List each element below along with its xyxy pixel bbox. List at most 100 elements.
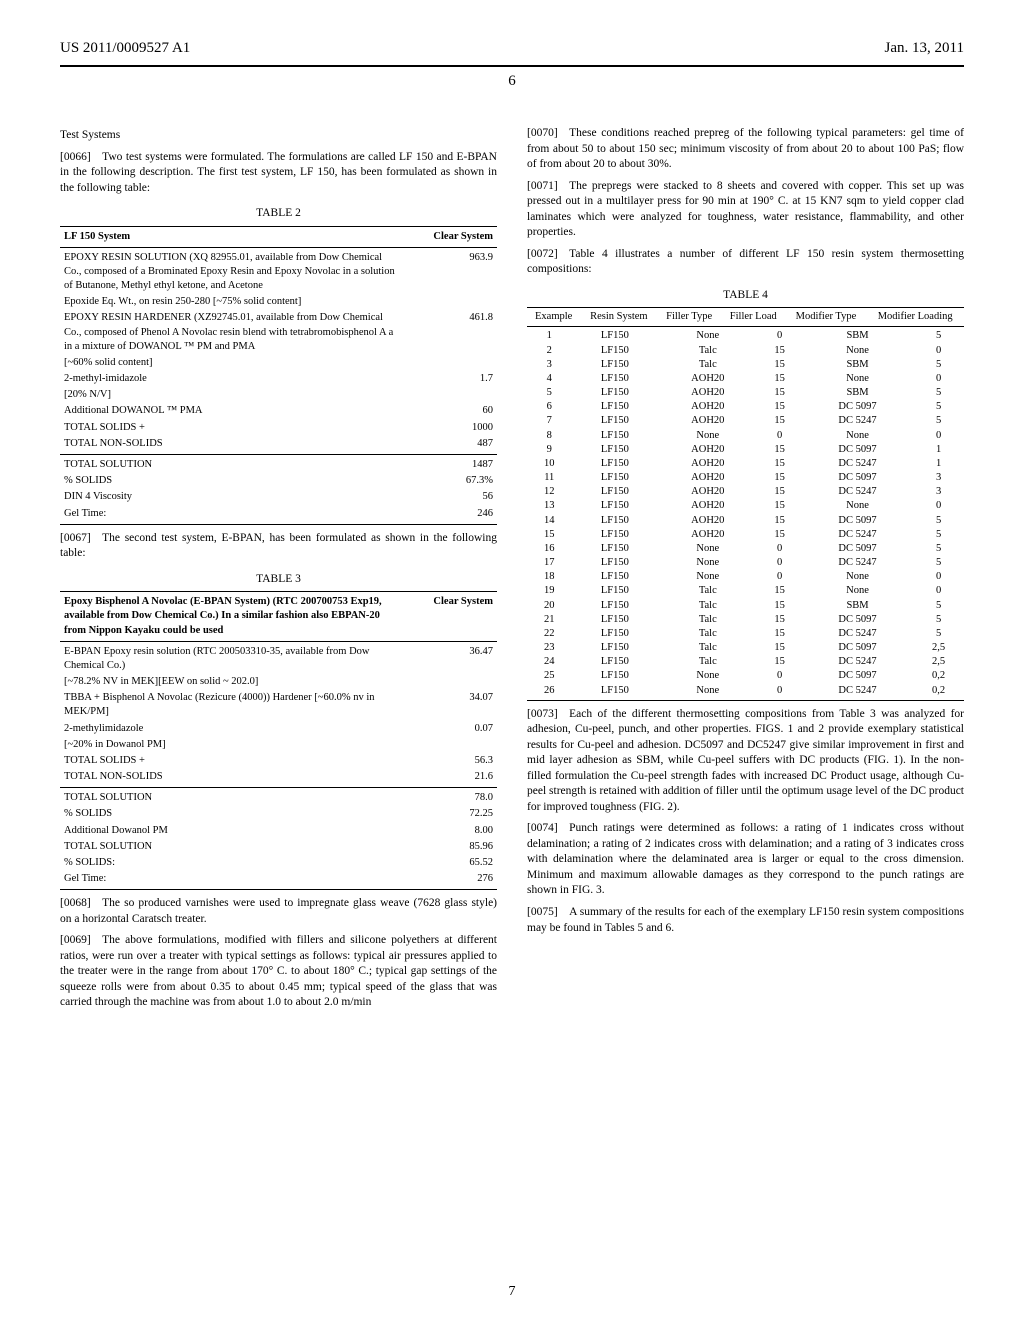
- table-cell: 22: [527, 627, 572, 641]
- table-cell: 36.47: [401, 644, 497, 674]
- table-cell: 2-methylimidazole: [60, 721, 401, 737]
- table-cell: AOH20: [658, 528, 757, 542]
- table-cell: 2,5: [913, 641, 964, 655]
- table-cell: 14: [527, 514, 572, 528]
- table-cell: 15: [757, 627, 802, 641]
- table-header-cell: Example: [527, 310, 580, 324]
- table-cell: 34.07: [401, 690, 497, 720]
- table-2: LF 150 System Clear System: [60, 229, 497, 245]
- table-cell: 5: [913, 613, 964, 627]
- table-cell: None: [658, 570, 757, 584]
- table-3-body: E-BPAN Epoxy resin solution (RTC 2005033…: [60, 644, 497, 786]
- table-cell: LF150: [572, 599, 659, 613]
- table-cell: 1000: [401, 420, 497, 436]
- para-0071: [0071] The prepregs were stacked to 8 sh…: [527, 179, 964, 241]
- table-cell: Talc: [658, 599, 757, 613]
- table-cell: 19: [527, 584, 572, 598]
- table-cell: TOTAL NON-SOLIDS: [60, 436, 401, 452]
- table-rule: [60, 247, 497, 248]
- table-cell: 18: [527, 570, 572, 584]
- table3-header-col2: Clear System: [401, 594, 497, 639]
- table-cell: Talc: [658, 655, 757, 669]
- table-cell: LF150: [572, 429, 659, 443]
- table-cell: 0: [913, 372, 964, 386]
- table-cell: TOTAL NON-SOLIDS: [60, 769, 401, 785]
- table-cell: 15: [757, 471, 802, 485]
- table-cell: DC 5247: [802, 457, 913, 471]
- table-cell: DC 5097: [802, 542, 913, 556]
- table-rule: [60, 591, 497, 592]
- table-cell: [401, 387, 497, 403]
- table-cell: [~78.2% NV in MEK][EEW on solid ~ 202.0]: [60, 674, 401, 690]
- table-cell: None: [658, 329, 757, 343]
- table-cell: Talc: [658, 584, 757, 598]
- table-cell: 0: [913, 584, 964, 598]
- table-cell: AOH20: [658, 514, 757, 528]
- table-3: Epoxy Bisphenol A Novolac (E-BPAN System…: [60, 594, 497, 639]
- table-rule: [60, 226, 497, 227]
- table-cell: TOTAL SOLUTION: [60, 790, 401, 806]
- table-cell: None: [802, 584, 913, 598]
- table-cell: % SOLIDS:: [60, 855, 401, 871]
- table-cell: TOTAL SOLUTION: [60, 839, 401, 855]
- table-cell: 0: [757, 329, 802, 343]
- table-cell: DC 5097: [802, 514, 913, 528]
- table-cell: 4: [527, 372, 572, 386]
- table-cell: LF150: [572, 641, 659, 655]
- table-cell: [401, 355, 497, 371]
- table-cell: None: [658, 669, 757, 683]
- table-cell: 15: [757, 655, 802, 669]
- table-cell: [401, 737, 497, 753]
- para-0069: [0069] The above formulations, modified …: [60, 933, 497, 1011]
- table-cell: 85.96: [401, 839, 497, 855]
- table-rule: [60, 524, 497, 525]
- table-cell: 15: [757, 528, 802, 542]
- table-cell: 1: [913, 457, 964, 471]
- table-cell: LF150: [572, 584, 659, 598]
- table-cell: 5: [913, 358, 964, 372]
- table-cell: 15: [757, 584, 802, 598]
- table-cell: AOH20: [658, 400, 757, 414]
- table-cell: 1: [527, 329, 572, 343]
- table-cell: Talc: [658, 344, 757, 358]
- table-cell: 0: [913, 570, 964, 584]
- table-cell: 11: [527, 471, 572, 485]
- table-cell: AOH20: [658, 443, 757, 457]
- table-cell: 15: [757, 386, 802, 400]
- table-cell: TOTAL SOLIDS +: [60, 420, 401, 436]
- table-cell: 56.3: [401, 753, 497, 769]
- table-cell: 23: [527, 641, 572, 655]
- table-cell: 12: [527, 485, 572, 499]
- table-cell: None: [802, 570, 913, 584]
- table-cell: 2-methyl-imidazole: [60, 371, 401, 387]
- table2-caption: TABLE 2: [60, 206, 497, 222]
- table-cell: 0: [757, 570, 802, 584]
- table4-caption: TABLE 4: [527, 288, 964, 304]
- table-cell: 56: [401, 489, 497, 505]
- table-cell: LF150: [572, 386, 659, 400]
- table-cell: 15: [527, 528, 572, 542]
- page-footer-number: 7: [0, 1284, 1024, 1300]
- patent-number: US 2011/0009527 A1: [60, 40, 190, 57]
- table-cell: 0,2: [913, 669, 964, 683]
- table-cell: LF150: [572, 627, 659, 641]
- table-cell: 6: [527, 400, 572, 414]
- table-cell: DC 5247: [802, 627, 913, 641]
- table-cell: LF150: [572, 471, 659, 485]
- table-cell: % SOLIDS: [60, 473, 401, 489]
- table3-caption: TABLE 3: [60, 572, 497, 588]
- patent-date: Jan. 13, 2011: [885, 40, 964, 57]
- table-cell: 5: [527, 386, 572, 400]
- para-0068: [0068] The so produced varnishes were us…: [60, 896, 497, 927]
- table-cell: AOH20: [658, 372, 757, 386]
- table-cell: AOH20: [658, 457, 757, 471]
- table-cell: LF150: [572, 542, 659, 556]
- table-cell: Gel Time:: [60, 871, 401, 887]
- table-2-body: EPOXY RESIN SOLUTION (XQ 82955.01, avail…: [60, 250, 497, 452]
- table-rule: [527, 700, 964, 701]
- table-cell: 15: [757, 613, 802, 627]
- table-cell: 0: [757, 556, 802, 570]
- table-cell: None: [802, 372, 913, 386]
- table-cell: Gel Time:: [60, 506, 401, 522]
- table-cell: 15: [757, 599, 802, 613]
